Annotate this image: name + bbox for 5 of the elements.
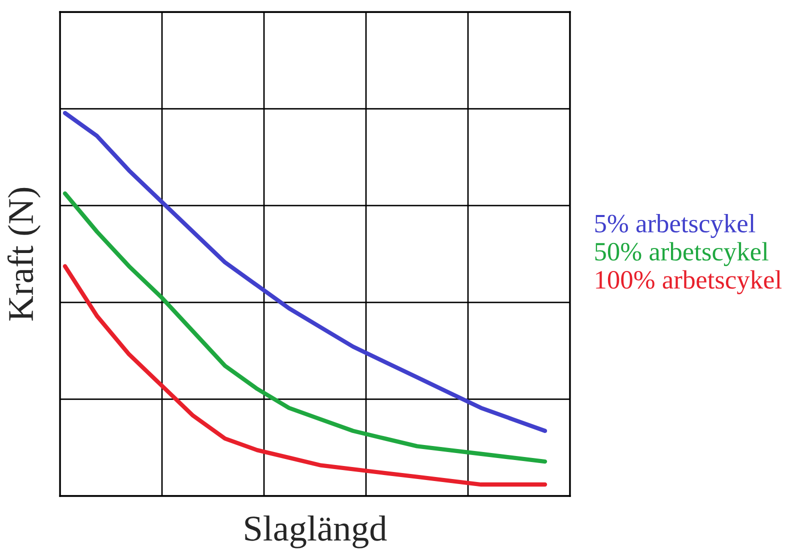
text: 100% arbetscykel (596, 270, 782, 294)
y-axis-title: Kraft (N) (7, 188, 41, 321)
x-axis-title: Slaglängd (245, 515, 387, 548)
text: 50% arbetscykel (595, 242, 768, 266)
text: 5% arbetscykel (595, 214, 756, 238)
